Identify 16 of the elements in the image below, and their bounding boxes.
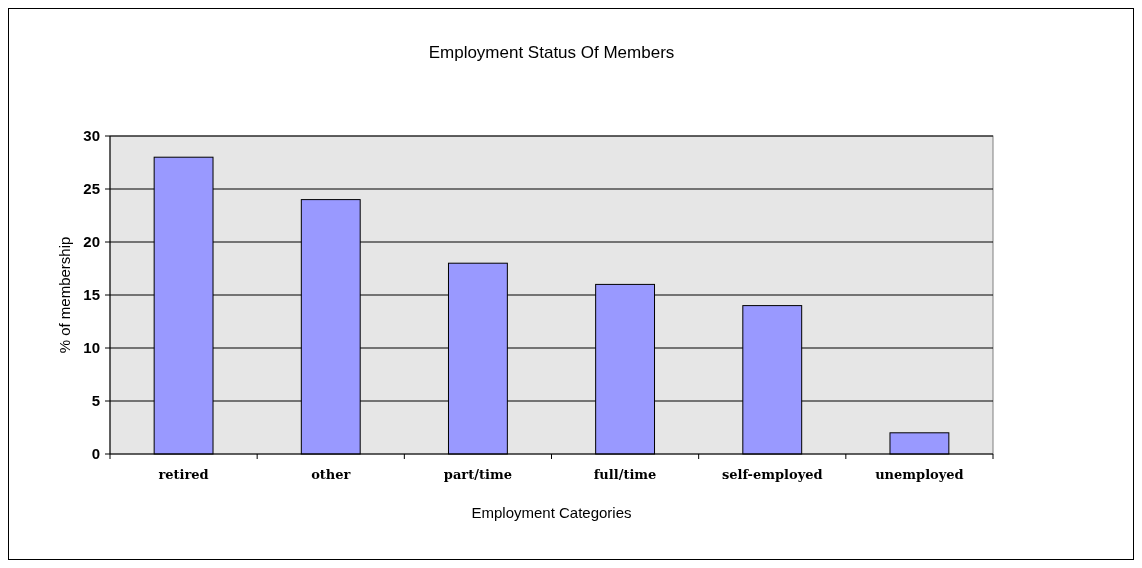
x-axis-title: Employment Categories — [471, 504, 632, 521]
y-tick-label: 20 — [83, 233, 100, 251]
x-tick-label: part/time — [443, 467, 512, 482]
y-tick-label: 15 — [83, 286, 100, 304]
x-tick-label: self-employed — [721, 467, 823, 482]
y-tick-label: 30 — [83, 127, 100, 145]
x-tick-label: full/time — [593, 467, 657, 482]
x-tick-label: other — [311, 467, 351, 482]
chart-title: Employment Status Of Members — [428, 43, 675, 62]
y-tick-label: 10 — [83, 339, 100, 357]
y-tick-label: 0 — [91, 445, 100, 463]
y-tick-label: 25 — [83, 180, 100, 198]
y-tick-label: 5 — [91, 392, 100, 410]
x-tick-label: retired — [158, 467, 209, 482]
y-axis-title: % of membership — [56, 236, 73, 354]
x-tick-label: unemployed — [875, 467, 964, 482]
